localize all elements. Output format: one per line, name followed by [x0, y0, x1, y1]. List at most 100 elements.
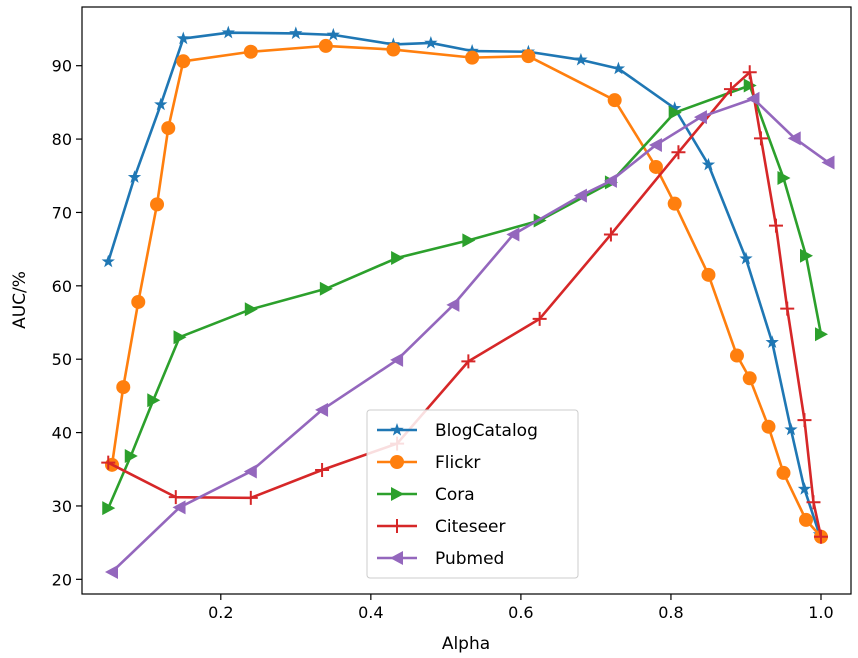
data-point	[742, 65, 757, 80]
x-axis-label: Alpha	[442, 634, 490, 654]
data-point	[739, 251, 753, 265]
data-point	[391, 250, 405, 265]
data-point	[154, 97, 168, 111]
legend: BlogCatalog Flickr Cora Citeseer Pubmed	[366, 409, 579, 579]
x-tick-label: 1.0	[808, 603, 833, 622]
legend-label: Cora	[435, 485, 475, 505]
legend-label: Citeseer	[435, 517, 505, 537]
x-tick-label: 0.8	[658, 603, 683, 622]
data-point	[768, 218, 783, 233]
data-point	[127, 170, 142, 183]
data-point	[105, 564, 119, 579]
y-tick-label: 70	[52, 203, 72, 222]
data-point	[124, 449, 138, 464]
y-tick-label: 50	[52, 350, 72, 369]
data-point	[799, 248, 813, 263]
data-point	[797, 482, 812, 495]
data-point	[607, 93, 622, 108]
legend-item-blogcatalog: BlogCatalog	[377, 421, 538, 441]
data-point	[780, 301, 795, 316]
data-point	[244, 302, 258, 317]
series-cora	[102, 78, 828, 516]
data-point	[814, 327, 828, 342]
legend-marker	[390, 519, 404, 533]
data-point	[101, 455, 116, 470]
data-point	[784, 422, 798, 436]
data-point	[667, 196, 682, 211]
data-point	[723, 82, 738, 97]
data-point	[532, 311, 547, 326]
data-point	[176, 54, 191, 69]
y-tick-label: 30	[52, 497, 72, 516]
data-point	[176, 31, 190, 45]
legend-label: BlogCatalog	[435, 421, 538, 441]
data-point	[787, 131, 801, 146]
x-tick-label: 0.2	[208, 603, 233, 622]
data-point	[101, 254, 115, 268]
data-point	[465, 44, 479, 57]
data-point	[573, 188, 587, 203]
data-point	[798, 512, 813, 527]
data-point	[671, 145, 686, 160]
data-point	[465, 50, 480, 65]
legend-marker	[391, 487, 404, 501]
legend-item-flickr: Flickr	[377, 453, 480, 473]
data-point	[424, 35, 438, 49]
data-point	[746, 91, 760, 106]
data-point	[701, 267, 716, 282]
data-point	[693, 110, 707, 125]
data-point	[243, 44, 258, 59]
y-axis-label: AUC/%	[10, 271, 30, 329]
data-point	[742, 371, 757, 386]
series-line	[111, 97, 830, 573]
data-point	[806, 495, 821, 510]
data-point	[173, 330, 187, 345]
data-point	[147, 393, 161, 408]
data-point	[813, 529, 828, 544]
legend-item-pubmed: Pubmed	[377, 549, 504, 569]
data-point	[315, 462, 330, 477]
data-point	[172, 500, 186, 515]
data-point	[318, 38, 333, 53]
data-point	[777, 170, 791, 185]
series-pubmed	[105, 91, 835, 579]
y-tick-label: 40	[52, 424, 72, 443]
data-point	[319, 281, 333, 296]
plot-frame	[81, 6, 852, 595]
data-point	[390, 352, 404, 367]
data-point	[102, 501, 116, 516]
data-point	[243, 464, 257, 479]
data-point	[603, 173, 617, 188]
data-point	[776, 465, 791, 480]
x-tick-label: 0.4	[358, 603, 383, 622]
data-point	[668, 105, 682, 120]
legend-box	[366, 409, 579, 579]
data-point	[461, 354, 476, 369]
y-tick-label: 20	[52, 570, 72, 589]
data-point	[289, 26, 303, 40]
data-point	[821, 155, 835, 170]
data-point	[743, 78, 757, 93]
data-point	[243, 490, 258, 505]
data-point	[161, 121, 176, 136]
data-point	[446, 297, 460, 312]
data-point	[765, 335, 779, 348]
legend-marker	[390, 423, 404, 436]
data-point	[386, 42, 401, 57]
data-point	[574, 52, 588, 66]
data-point	[462, 233, 476, 248]
data-point	[611, 61, 626, 75]
legend-marker	[390, 551, 403, 565]
data-point	[729, 348, 744, 363]
legend-item-citeseer: Citeseer	[377, 517, 505, 537]
legend-item-cora: Cora	[377, 485, 475, 505]
data-point	[761, 419, 776, 434]
marks-layer	[101, 25, 835, 579]
legend-marker	[390, 455, 404, 469]
data-point	[116, 380, 131, 395]
data-point	[150, 197, 165, 212]
series-flickr	[105, 38, 828, 544]
data-point	[506, 227, 520, 242]
series-line	[107, 31, 821, 535]
